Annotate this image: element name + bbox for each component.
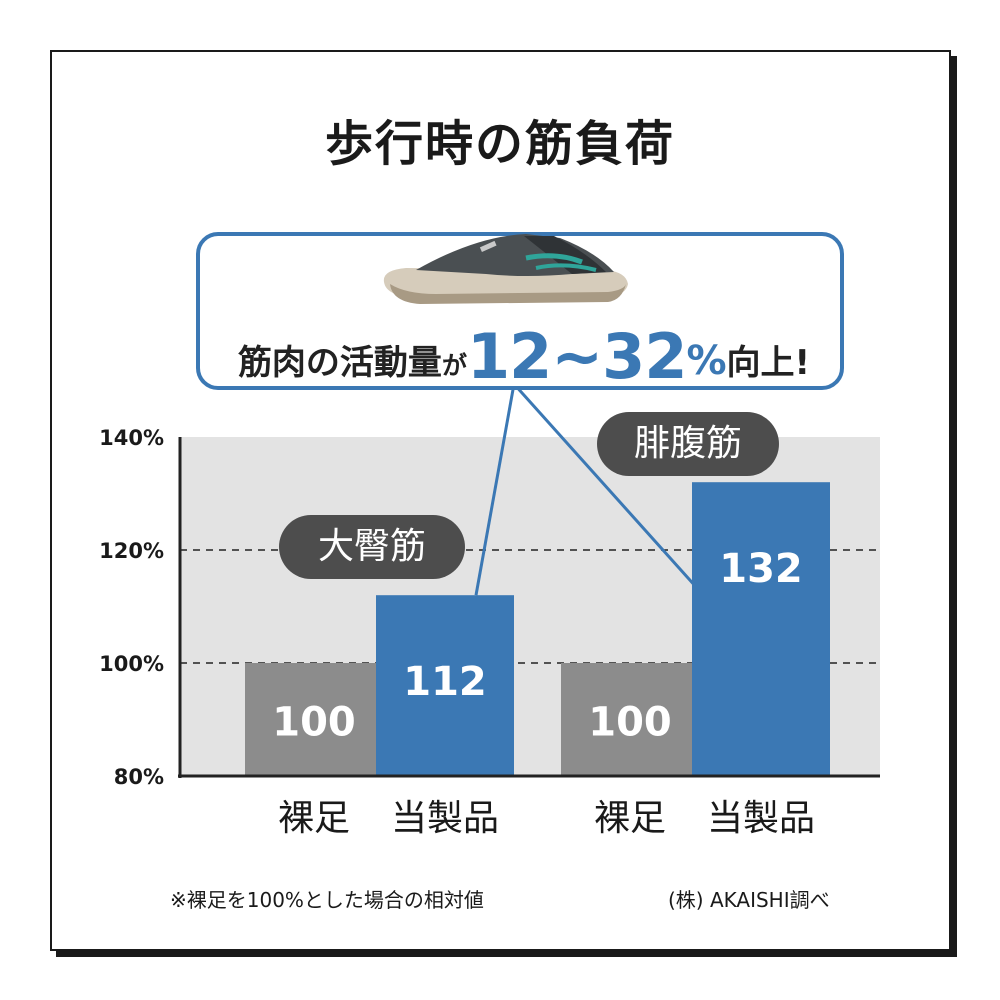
y-tick-label: 100%: [99, 652, 164, 676]
bar-value-label: 132: [719, 546, 803, 592]
callout-text-b: が: [441, 351, 467, 380]
bar: [376, 595, 514, 776]
x-tick-label: 裸足: [594, 798, 666, 839]
bar-value-label: 100: [588, 700, 672, 746]
group-label-gastrocnemius: 腓腹筋: [597, 412, 779, 476]
chart-title: 歩行時の筋負荷: [324, 116, 675, 172]
bar: [245, 663, 383, 776]
group-label-gluteus: 大臀筋: [279, 515, 465, 579]
y-tick-label: 80%: [114, 765, 164, 789]
callout-pct-sign: %: [686, 338, 727, 384]
footnote-relative: ※裸足を100%とした場合の相対値: [170, 888, 484, 912]
footnote-source: (株) AKAISHI調べ: [668, 888, 830, 912]
bar: [561, 663, 699, 776]
callout-range: 12~32: [466, 320, 688, 393]
callout-headline: 筋肉の活動量が12~32%向上!: [200, 320, 848, 393]
sandal-icon: [383, 234, 628, 304]
callout-text-c: 向上!: [726, 343, 811, 383]
y-tick-label: 120%: [99, 539, 164, 563]
x-tick-label: 当製品: [707, 798, 815, 839]
bar-value-label: 100: [272, 700, 356, 746]
bar-value-label: 112: [403, 659, 487, 705]
callout-pointer: [474, 383, 516, 596]
callout-text-a: 筋肉の活動量: [237, 343, 442, 383]
callout-box: 筋肉の活動量が12~32%向上!: [196, 232, 844, 393]
bar: [692, 482, 830, 776]
callout-pointer: [512, 382, 699, 590]
x-tick-label: 裸足: [278, 798, 350, 839]
y-tick-label: 140%: [99, 426, 164, 450]
x-tick-label: 当製品: [391, 798, 499, 839]
